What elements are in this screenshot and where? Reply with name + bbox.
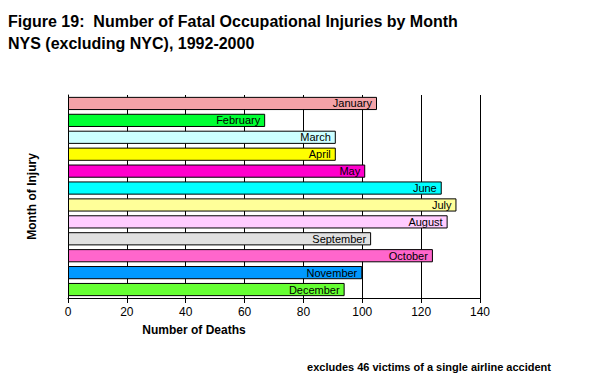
svg-text:40: 40	[179, 305, 193, 319]
svg-text:140: 140	[470, 305, 490, 319]
svg-text:November: November	[307, 267, 358, 279]
svg-text:Month of Injury: Month of Injury	[25, 153, 39, 240]
svg-text:60: 60	[238, 305, 252, 319]
svg-text:100: 100	[352, 305, 372, 319]
svg-text:April: April	[309, 148, 331, 160]
svg-text:September: September	[312, 233, 366, 245]
svg-text:June: June	[413, 182, 437, 194]
svg-text:March: March	[300, 131, 331, 143]
svg-text:20: 20	[120, 305, 134, 319]
svg-text:October: October	[389, 250, 428, 262]
svg-text:August: August	[408, 216, 442, 228]
svg-text:NYS (excluding NYC), 1992-2000: NYS (excluding NYC), 1992-2000	[8, 35, 254, 52]
svg-text:80: 80	[297, 305, 311, 319]
svg-text:Number of Deaths: Number of Deaths	[142, 323, 246, 337]
svg-text:December: December	[289, 284, 340, 296]
svg-text:excludes 46 victims of a singl: excludes 46 victims of a single airline …	[307, 361, 551, 373]
svg-text:January: January	[333, 97, 373, 109]
svg-text:120: 120	[411, 305, 431, 319]
svg-text:February: February	[216, 114, 261, 126]
svg-text:0: 0	[65, 305, 72, 319]
svg-text:Figure 19: Number of Fatal Oc: Figure 19: Number of Fatal Occupational …	[8, 13, 458, 30]
svg-text:May: May	[339, 165, 360, 177]
svg-text:July: July	[432, 199, 452, 211]
